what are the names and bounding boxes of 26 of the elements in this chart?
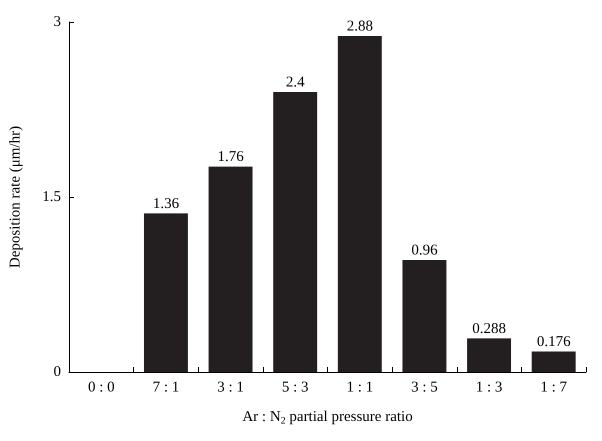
- bar: [402, 260, 446, 372]
- y-tick-label: 0: [54, 364, 61, 380]
- x-tick-label: 1 : 7: [540, 380, 568, 396]
- x-tick-label: 1 : 3: [476, 380, 502, 396]
- x-tick-label: 3 : 1: [217, 380, 244, 396]
- x-tick-label: 7 : 1: [152, 380, 180, 396]
- bar: [208, 166, 253, 372]
- x-tick-label: 5 : 3: [282, 380, 309, 396]
- data-label: 0.176: [536, 334, 572, 350]
- bar: [144, 213, 188, 372]
- data-label: 2.4: [286, 74, 306, 90]
- y-tick-label: 1.5: [42, 189, 61, 205]
- data-label: 2.88: [346, 18, 373, 34]
- data-label: 1.76: [217, 149, 244, 166]
- x-tick-label: 1 : 1: [346, 380, 374, 396]
- y-tick-label: 3: [54, 14, 61, 30]
- data-label: 0.288: [472, 320, 506, 337]
- y-axis-title: Deposition rate (μm/hr): [8, 126, 24, 268]
- data-label: 1.36: [152, 196, 180, 212]
- data-label: 0.96: [411, 242, 438, 258]
- bar: [467, 338, 512, 372]
- bar: [273, 92, 318, 372]
- bar: [338, 36, 382, 372]
- bar: [532, 351, 576, 372]
- x-tick-label: 3 : 5: [411, 380, 438, 396]
- x-tick-label: 0 : 0: [88, 380, 115, 396]
